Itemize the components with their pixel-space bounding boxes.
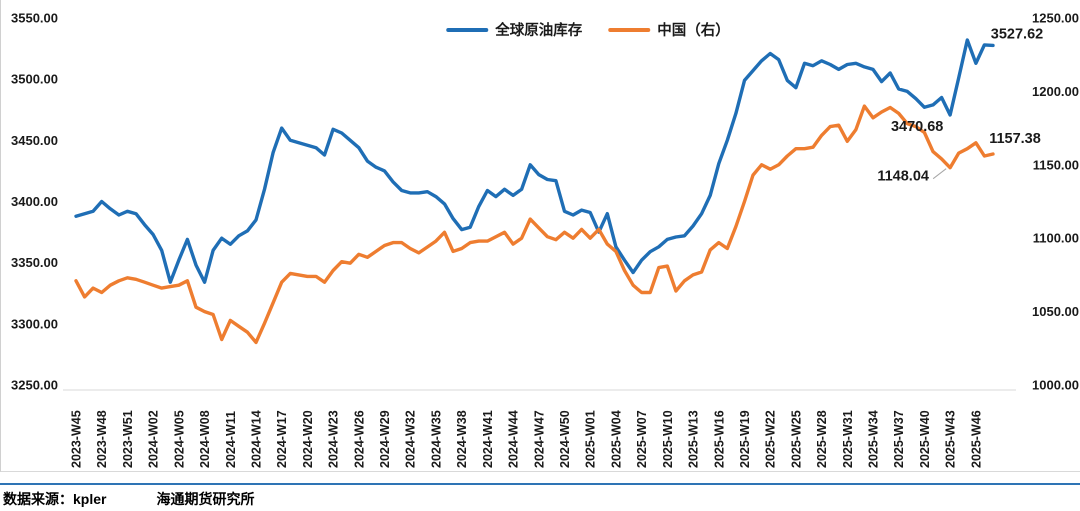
x-axis-tick-label: 2023-W45 — [70, 410, 84, 468]
x-axis-tick-label: 2024-W41 — [481, 410, 495, 468]
source-text: 数据来源：kpler 海通期货研究所 — [0, 485, 1080, 509]
x-axis-tick-label: 2025-W46 — [969, 410, 983, 468]
source-bar: 数据来源：kpler 海通期货研究所 — [0, 483, 1080, 509]
y-axis-right-tick-label: 1250.00 — [1032, 11, 1079, 26]
legend-swatch-china-line — [608, 27, 651, 32]
annotation-leader-line — [932, 168, 947, 180]
y-axis-left-tick-label: 3450.00 — [11, 133, 58, 148]
y-axis-left-tick-label: 3400.00 — [11, 194, 58, 209]
x-axis-tick-label: 2023-W51 — [121, 410, 135, 468]
x-axis-tick-label: 2024-W02 — [147, 410, 161, 468]
x-axis-tick-label: 2023-W48 — [95, 410, 109, 468]
x-axis-tick-label: 2024-W05 — [172, 410, 186, 468]
legend-label-china: 中国（右） — [657, 23, 730, 39]
legend-item-global: 全球原油库存 — [446, 19, 582, 40]
source-label: 数据来源：kpler — [3, 491, 107, 507]
legend-item-china: 中国（右） — [608, 19, 730, 40]
source-divider-line — [0, 483, 1080, 485]
x-axis-tick-label: 2024-W26 — [352, 410, 366, 468]
data-label: 1148.04 — [877, 169, 929, 185]
x-axis-tick-label: 2024-W38 — [455, 410, 469, 468]
crude-oil-inventory-chart: 3550.00 3500.00 3450.00 3400.00 3350.00 3300.… — [0, 0, 1080, 472]
x-axis-tick-label: 2025-W10 — [661, 410, 675, 468]
series-line-0 — [74, 38, 995, 284]
legend-label-global: 全球原油库存 — [495, 23, 583, 39]
x-axis-tick-label: 2024-W47 — [532, 410, 546, 468]
data-label: 3470.68 — [891, 119, 943, 135]
x-axis-tick-label: 2024-W50 — [558, 410, 572, 468]
x-axis-tick-label: 2025-W28 — [815, 410, 829, 468]
x-axis-tick-label: 2025-W43 — [944, 410, 958, 468]
source-institute: 海通期货研究所 — [156, 491, 255, 507]
y-axis-left-tick-label: 3500.00 — [11, 72, 58, 87]
y-axis-right-tick-label: 1050.00 — [1032, 304, 1079, 319]
x-axis-tick-label: 2024-W08 — [198, 410, 212, 468]
series-line-1 — [74, 104, 995, 345]
y-axis-left-tick-label: 3250.00 — [11, 378, 58, 393]
y-axis-right-tick-label: 1200.00 — [1032, 84, 1079, 99]
y-axis-right-tick-label: 1000.00 — [1032, 378, 1079, 393]
x-axis-tick-label: 2024-W32 — [404, 410, 418, 468]
x-axis-tick-label: 2025-W37 — [892, 410, 906, 468]
x-axis-tick-label: 2025-W07 — [635, 410, 649, 468]
chart-legend: 全球原油库存 中国（右） — [446, 19, 730, 40]
x-axis-tick-label: 2025-W34 — [867, 410, 881, 468]
y-axis-right-tick-label: 1100.00 — [1033, 231, 1079, 246]
x-axis-tick-label: 2025-W22 — [764, 410, 778, 468]
y-axis-right-tick-label: 1150.00 — [1033, 157, 1079, 172]
y-axis-left-tick-label: 3350.00 — [11, 255, 58, 270]
x-axis-tick-label: 2025-W25 — [789, 410, 803, 468]
x-axis-tick-label: 2025-W04 — [609, 410, 623, 468]
y-axis-left-tick-label: 3300.00 — [11, 316, 58, 331]
x-axis-tick-label: 2024-W44 — [507, 410, 521, 468]
x-axis-tick-label: 2024-W11 — [224, 411, 238, 468]
x-axis-tick-label: 2024-W23 — [327, 410, 341, 468]
x-axis-tick-label: 2025-W01 — [584, 410, 598, 468]
legend-swatch-global-line — [446, 27, 489, 32]
x-axis-tick-label: 2024-W35 — [429, 410, 443, 468]
x-axis-tick-label: 2024-W14 — [249, 410, 263, 468]
x-axis-tick-label: 2024-W20 — [301, 410, 315, 468]
y-axis-left-tick-label: 3550.00 — [11, 11, 58, 26]
x-axis-tick-label: 2025-W40 — [918, 410, 932, 468]
x-axis-tick-label: 2025-W13 — [687, 410, 701, 468]
x-axis-tick-label: 2024-W29 — [378, 410, 392, 468]
chart-canvas: 3550.00 3500.00 3450.00 3400.00 3350.00 3300.… — [11, 11, 1079, 469]
data-label: 3527.62 — [991, 26, 1043, 42]
x-axis-tick-label: 2025-W16 — [712, 410, 726, 468]
x-axis-tick-label: 2025-W31 — [841, 410, 855, 468]
x-axis-tick-label: 2025-W19 — [738, 410, 752, 468]
x-axis-tick-label: 2024-W17 — [275, 410, 289, 468]
data-label: 1157.38 — [989, 131, 1041, 147]
